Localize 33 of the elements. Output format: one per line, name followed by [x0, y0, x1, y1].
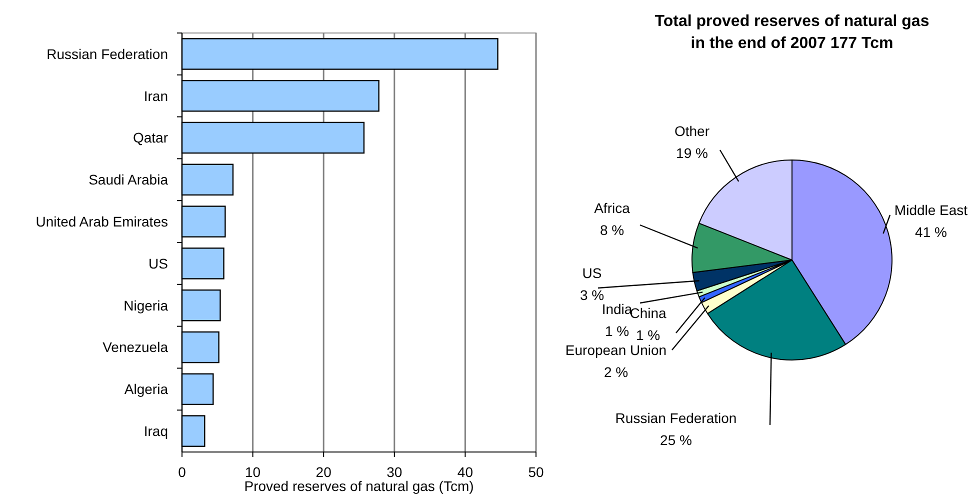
y-tick-label: Russian Federation — [46, 46, 168, 62]
x-axis-title: Proved reserves of natural gas (Tcm) — [244, 478, 474, 494]
slice-label: US — [582, 265, 602, 281]
data-label: 2 % — [604, 364, 628, 380]
x-tick-label: 0 — [178, 464, 186, 480]
x-tick-label: 40 — [457, 464, 474, 480]
data-label: 1 % — [636, 327, 660, 343]
y-tick-label: United Arab Emirates — [36, 213, 168, 230]
y-tick-label: Iraq — [144, 422, 168, 439]
data-label: 1 % — [604, 323, 630, 339]
x-tick-label: 50 — [528, 464, 544, 480]
y-tick-label: Venezuela — [102, 339, 168, 356]
data-label: 41 % — [915, 224, 947, 240]
data-label: 25 % — [660, 432, 692, 448]
slice-label: Middle East — [894, 202, 968, 218]
y-tick-label: US — [148, 255, 168, 272]
slice-label: Russian Federation — [615, 410, 737, 426]
slice-label: European Union — [565, 342, 667, 358]
x-tick-label: 30 — [386, 464, 402, 480]
y-tick-label: Iran — [144, 88, 168, 104]
y-tick-label: Algeria — [124, 381, 168, 398]
slice-label: Other — [674, 123, 710, 139]
y-tick-label: Qatar — [132, 130, 168, 146]
data-label: 3 % — [580, 287, 604, 303]
data-label: 19 % — [676, 145, 708, 161]
chart-title: Total proved reserves of natural gas in the end of 2007 177 Tcm — [654, 13, 930, 52]
y-tick-label: Nigeria — [124, 297, 168, 314]
slice-label: China — [630, 305, 666, 321]
x-tick-label: 10 — [245, 464, 261, 480]
slice-label: Africa — [594, 200, 630, 216]
y-tick-label: Saudi Arabia — [88, 172, 168, 188]
x-tick-label: 20 — [316, 464, 332, 480]
data-label: 8 % — [600, 222, 624, 238]
